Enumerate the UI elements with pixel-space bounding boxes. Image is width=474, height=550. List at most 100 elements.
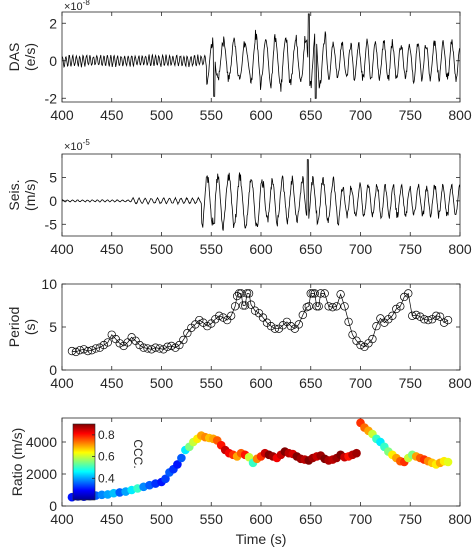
period-point <box>308 289 317 298</box>
y-tick-label: 0 <box>49 53 57 69</box>
period-point <box>234 289 244 298</box>
ratio-point <box>443 457 453 467</box>
x-tick-label: 600 <box>249 511 273 527</box>
x-tick-label: 700 <box>349 107 373 123</box>
period-point <box>356 340 365 350</box>
period-point <box>83 346 93 356</box>
x-tick-label: 550 <box>200 511 224 527</box>
exponent-label: ×10-8 <box>64 0 90 13</box>
period-point <box>155 344 164 353</box>
x-tick-label: 800 <box>448 375 472 391</box>
period-point <box>439 318 449 327</box>
period-point <box>298 310 307 320</box>
period-point <box>159 345 168 354</box>
x-tick-label: 550 <box>200 241 224 257</box>
x-tick-label: 400 <box>50 107 74 123</box>
x-ticks: 400 450 500 550 600 650 700 750 800 <box>50 12 472 123</box>
x-ticks: 400 450 500 550 600 650 700 750 800 <box>50 284 472 391</box>
colorbar-tick-label: 0.6 <box>98 450 115 464</box>
period-point <box>99 340 108 350</box>
period-point <box>139 343 148 352</box>
series-line-das <box>62 13 460 99</box>
x-ticks: 400 450 500 550 600 650 700 750 800 <box>50 154 472 257</box>
period-point <box>312 302 321 311</box>
plot-area <box>61 417 461 507</box>
period-point <box>372 321 381 331</box>
colorbar: 0.4 0.6 0.8 CCC. <box>72 423 145 501</box>
period-point <box>242 289 252 298</box>
period-point <box>324 302 333 311</box>
ratio-point <box>177 453 186 463</box>
y-ticks: -5 0 5 <box>45 169 460 232</box>
period-point <box>258 313 268 322</box>
panel-seis: 400 450 500 550 600 650 700 750 800 -5 0 5 ×10-5 S… <box>6 138 472 257</box>
period-point <box>316 289 325 298</box>
x-tick-label: 800 <box>448 511 472 527</box>
period-point <box>443 315 453 325</box>
period-point <box>302 303 311 312</box>
y-axis-label-line2: (e/s) <box>22 43 38 71</box>
period-point <box>435 312 445 321</box>
x-tick-label: 800 <box>448 107 472 123</box>
period-point <box>171 343 180 352</box>
period-point <box>340 302 349 311</box>
period-point <box>91 344 100 353</box>
period-point <box>79 345 89 354</box>
period-point <box>392 304 401 314</box>
x-tick-label: 600 <box>249 107 273 123</box>
y-tick-label: 5 <box>49 169 57 185</box>
y-tick-label: -5 <box>45 216 58 232</box>
colorbar-ticks: 0.4 0.6 0.8 <box>92 428 115 485</box>
period-point <box>179 335 188 345</box>
period-point <box>328 303 337 312</box>
period-point <box>424 315 433 325</box>
period-point <box>123 338 132 347</box>
period-point <box>304 302 313 311</box>
panel-ratio: 400 450 500 550 600 650 700 750 800 0 2000 4000 Ra… <box>9 417 472 547</box>
period-point <box>240 301 250 310</box>
period-point <box>230 302 240 311</box>
period-point <box>306 289 315 298</box>
period-point <box>226 311 236 320</box>
period-point <box>332 302 341 311</box>
x-tick-label: 600 <box>249 241 273 257</box>
y-ticks: 0 2000 4000 <box>26 434 460 514</box>
period-point <box>215 311 224 320</box>
period-point <box>167 341 176 351</box>
y-axis-label-line2: (s) <box>22 319 38 335</box>
x-tick-label: 650 <box>299 375 323 391</box>
period-point <box>286 321 296 331</box>
period-point <box>336 290 345 299</box>
period-point <box>420 315 429 324</box>
ratio-point <box>173 460 182 469</box>
x-ticks: 400 450 500 550 600 650 700 750 800 <box>50 418 472 527</box>
period-point <box>320 289 329 298</box>
x-tick-label: 400 <box>50 241 74 257</box>
x-tick-label: 400 <box>50 511 74 527</box>
period-point <box>232 291 242 301</box>
x-tick-label: 550 <box>200 375 224 391</box>
period-point <box>75 346 85 355</box>
period-point <box>250 306 260 315</box>
y-tick-label: 2000 <box>26 466 57 482</box>
exponent-power: -5 <box>83 138 91 147</box>
period-point <box>246 300 256 309</box>
x-tick-label: 750 <box>399 375 423 391</box>
y-tick-label: -2 <box>45 90 58 106</box>
x-tick-label: 550 <box>200 107 224 123</box>
x-tick-label: 450 <box>100 511 124 527</box>
x-tick-label: 700 <box>349 241 373 257</box>
x-tick-label: 750 <box>399 241 423 257</box>
period-point <box>416 312 425 321</box>
period-point <box>404 289 413 298</box>
x-tick-label: 750 <box>399 511 423 527</box>
x-axis-label: Time (s) <box>236 531 287 547</box>
plot-area <box>61 283 461 371</box>
period-point <box>143 344 152 353</box>
y-tick-label: 5 <box>49 319 57 335</box>
y-axis-label: Ratio (m/s) <box>9 428 25 496</box>
y-tick-label: 4000 <box>26 434 57 450</box>
period-point <box>147 345 156 354</box>
